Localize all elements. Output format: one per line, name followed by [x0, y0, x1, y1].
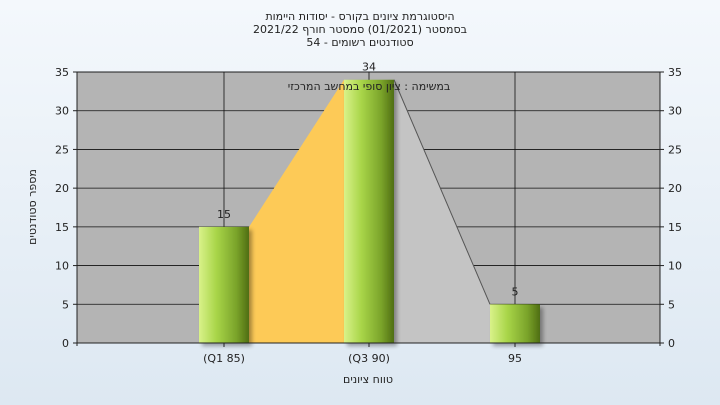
- x-tick-label-2: (Q3 90): [348, 352, 390, 365]
- y-tick-label-right: 5: [668, 298, 675, 311]
- bar-1: [199, 226, 249, 343]
- y-tick-label-left: 0: [62, 337, 69, 350]
- title-line-2: בסמסטר (01/2021) סמסטר חורף 2021/22: [253, 23, 467, 36]
- title-line-1: היסטוגרמת ציונים בקורס - יסודות היימות: [265, 10, 455, 23]
- y-tick-label-left: 5: [62, 298, 69, 311]
- y-tick-label-right: 15: [668, 221, 682, 234]
- y-tick-label-left: 15: [55, 221, 69, 234]
- data-label-1: 15: [217, 208, 231, 221]
- y-tick-label-right: 30: [668, 105, 682, 118]
- y-tick-label-left: 30: [55, 105, 69, 118]
- data-label-2: 34: [362, 61, 376, 74]
- y-tick-label-right: 0: [668, 337, 675, 350]
- q1-area: [249, 79, 344, 343]
- chart-title: היסטוגרמת ציונים בקורס - יסודות היימות ב…: [0, 10, 720, 49]
- bar-2: [344, 79, 394, 343]
- y-tick-label-left: 10: [55, 260, 69, 273]
- x-tick-label-3: 95: [508, 352, 522, 365]
- x-tick-label-1: (Q1 85): [203, 352, 245, 365]
- y-tick-label-right: 10: [668, 260, 682, 273]
- y-axis-label: מספר סטודנטים: [26, 169, 39, 245]
- y-tick-label-left: 35: [55, 66, 69, 79]
- y-tick-label-right: 20: [668, 182, 682, 195]
- y-tick-label-left: 25: [55, 143, 69, 156]
- q3-edge-line: [393, 79, 491, 305]
- y-tick-label-right: 35: [668, 66, 682, 79]
- data-label-3: 5: [512, 285, 519, 298]
- x-axis-label: טווח ציונים: [343, 373, 393, 386]
- title-line-3: סטודנטים רשומים - 54: [306, 36, 414, 49]
- annotation-text: במשימה : ציון סופי במחשב המרכזי: [288, 80, 451, 93]
- bar-3: [490, 304, 540, 343]
- y-tick-label-left: 20: [55, 182, 69, 195]
- y-tick-label-right: 25: [668, 143, 682, 156]
- q3-area: [394, 79, 490, 343]
